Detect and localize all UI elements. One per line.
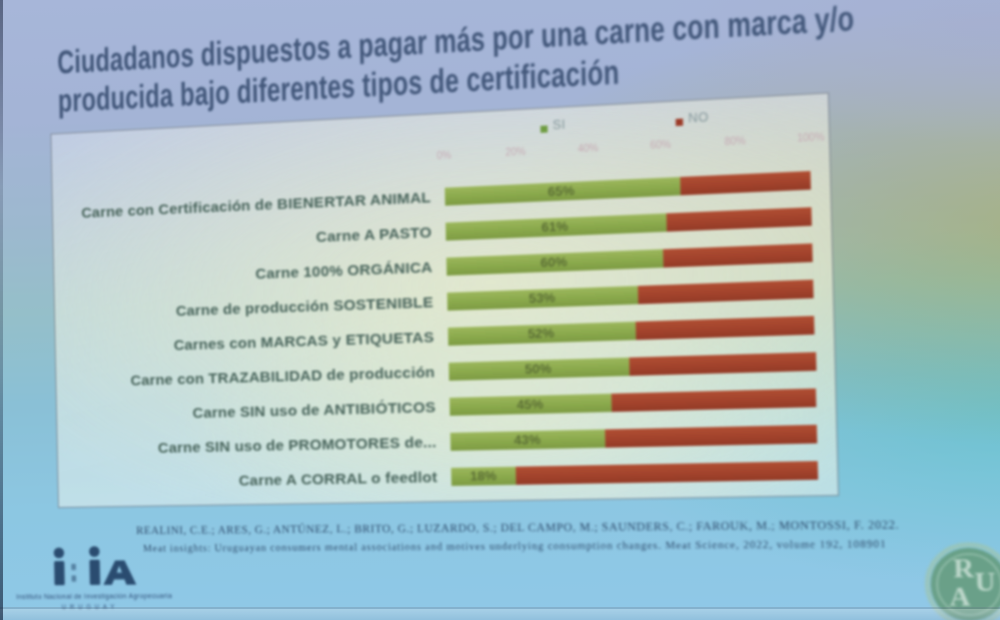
svg-text:A: A (949, 582, 971, 612)
svg-text:Instituto Nacional de Investig: Instituto Nacional de Investigación Agro… (16, 593, 172, 601)
svg-text:URUGUAY: URUGUAY (62, 605, 119, 612)
svg-text:R: R (953, 554, 975, 585)
svg-text:U: U (974, 567, 996, 598)
